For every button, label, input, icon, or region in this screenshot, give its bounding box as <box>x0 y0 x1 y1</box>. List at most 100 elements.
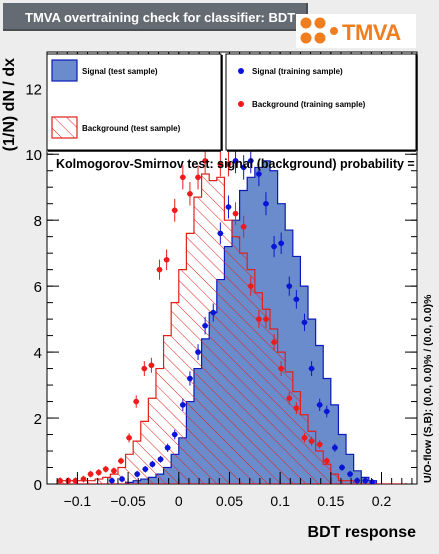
signal-training-point <box>301 319 308 326</box>
background-training-point <box>156 266 163 273</box>
signal-training-point <box>347 471 353 477</box>
background-training-point <box>240 223 247 230</box>
background-training-point <box>308 438 315 444</box>
background-training-point <box>148 362 155 369</box>
signal-training-point <box>119 476 125 482</box>
x-tick-label: −0.1 <box>64 493 92 509</box>
signal-training-point <box>210 309 217 316</box>
background-training-point <box>80 476 87 482</box>
signal-training-point <box>263 200 269 207</box>
signal-training-point <box>286 283 293 289</box>
y-tick-label: 4 <box>34 345 42 362</box>
y-tick-label: 8 <box>34 213 42 230</box>
window-title-bar: TMVA overtraining check for classifier: … <box>3 3 308 31</box>
y-axis-label: (1/N) dN / dx <box>1 58 18 151</box>
background-training-point <box>263 316 269 322</box>
background-training-point <box>65 477 72 484</box>
background-training-point <box>271 339 277 345</box>
y-tick-label: 0 <box>34 477 42 494</box>
background-training-point <box>102 466 109 472</box>
background-training-point <box>57 477 63 484</box>
logo-circles-icon <box>300 17 338 44</box>
background-training-point <box>286 395 293 402</box>
signal-training-point <box>149 461 156 468</box>
legend-signal-training-marker <box>238 68 244 74</box>
x-tick-label: 0.15 <box>317 493 344 509</box>
legend-signal-training-label: Signal (training sample) <box>252 67 343 76</box>
signal-training-point <box>271 243 277 250</box>
legend-background-test-swatch <box>51 116 78 139</box>
background-training-point <box>171 207 178 214</box>
signal-training-point <box>225 204 232 210</box>
background-training-point <box>187 191 193 197</box>
x-tick-label: 0 <box>175 493 183 509</box>
background-training-point <box>202 158 208 164</box>
signal-training-point <box>232 158 239 164</box>
background-training-point <box>87 471 94 477</box>
signal-training-point <box>293 296 300 303</box>
background-training-point <box>195 174 201 181</box>
signal-training-point <box>339 464 345 471</box>
signal-training-point <box>316 402 323 408</box>
signal-training-point <box>134 471 141 477</box>
legend-signal-test-label: Signal (test sample) <box>82 67 158 76</box>
y-tick-label: 2 <box>34 411 42 428</box>
background-training-point <box>95 469 102 476</box>
legend-training-box <box>225 53 417 151</box>
background-training-point <box>217 161 224 167</box>
background-training-point <box>141 365 148 372</box>
background-training-point <box>323 458 330 464</box>
signal-training-point <box>217 230 224 237</box>
background-training-point <box>126 435 132 441</box>
signal-training-point <box>195 349 201 355</box>
signal-training-point <box>354 477 360 484</box>
background-training-point <box>225 161 232 167</box>
signal-training-point <box>256 171 262 177</box>
overflow-label: U/O-flow (S,B): (0.0, 0.0)% / (0.0, 0.0)… <box>422 294 434 483</box>
background-training-point <box>278 365 284 372</box>
background-training-point <box>133 398 140 405</box>
tmva-logo: TMVA <box>296 14 416 48</box>
signal-training-point <box>180 402 186 408</box>
background-training-point <box>293 405 300 411</box>
signal-training-point <box>202 322 208 329</box>
background-training-point <box>316 441 323 448</box>
legend-background-training-marker <box>238 101 244 107</box>
signal-training-point <box>187 375 193 382</box>
background-training-point <box>232 210 239 217</box>
background-training-point <box>180 174 186 181</box>
background-training-point <box>256 316 262 322</box>
x-tick-label: 0.05 <box>216 493 243 509</box>
x-axis-label: BDT response <box>308 524 417 541</box>
background-training-point <box>163 256 170 263</box>
signal-training-point <box>142 466 149 472</box>
y-tick-label: 12 <box>25 81 42 98</box>
x-tick-label: 0.2 <box>372 493 392 509</box>
y-tick-label: 6 <box>34 279 42 296</box>
background-training-point <box>111 468 117 474</box>
signal-training-point <box>332 444 338 451</box>
background-training-point <box>72 477 79 484</box>
ks-annotation: Kolmogorov-Smirnov test: signal (backgro… <box>56 157 415 171</box>
legend-background-test-label: Background (test sample) <box>82 124 181 133</box>
background-training-point <box>301 435 308 441</box>
background-training-point <box>247 283 254 289</box>
signal-training-point <box>109 477 115 484</box>
window-title: TMVA overtraining check for classifier: … <box>25 10 296 25</box>
logo-text: TMVA <box>342 20 401 45</box>
signal-training-point <box>362 477 369 484</box>
legend-signal-test-swatch <box>51 59 78 82</box>
x-tick-label: 0.1 <box>270 493 290 509</box>
signal-training-point <box>157 456 164 463</box>
background-test-histogram <box>56 173 407 484</box>
signal-training-point <box>171 431 178 438</box>
signal-training-point <box>247 158 254 164</box>
signal-training-point <box>323 408 330 415</box>
signal-training-point <box>278 240 284 247</box>
signal-training-point <box>308 365 315 372</box>
legend-background-training-label: Background (training sample) <box>252 100 366 109</box>
signal-training-point <box>164 444 171 451</box>
background-training-point <box>118 458 124 464</box>
